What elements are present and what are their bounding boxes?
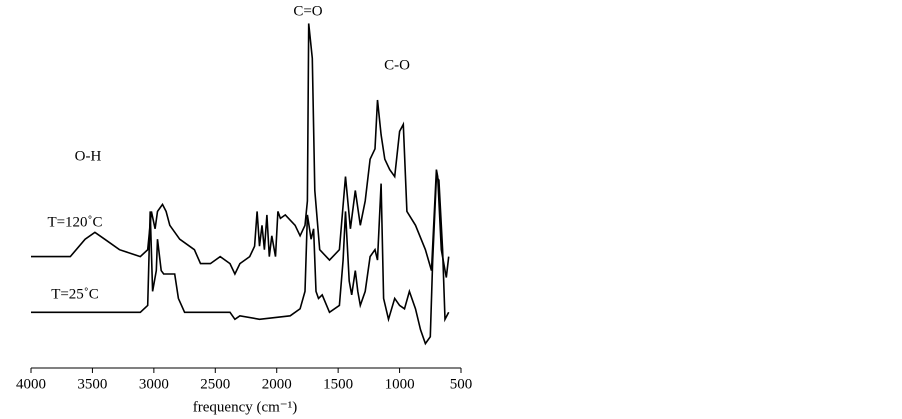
spectrum-line: [31, 174, 450, 346]
x-tick-label: 1000: [385, 376, 415, 392]
annotation: C-O: [384, 57, 410, 73]
x-tick-label: 2000: [262, 376, 292, 392]
x-tick-label: 500: [450, 376, 473, 392]
x-tick-label: 2500: [200, 376, 230, 392]
annotation: C=O: [293, 3, 322, 19]
spectrum-line: [31, 23, 450, 278]
annotation: O-H: [75, 148, 102, 164]
series-label: T=120˚C: [47, 214, 102, 230]
x-tick-label: 4000: [16, 376, 46, 392]
x-axis-label: frequency (cm⁻¹): [193, 399, 297, 415]
x-tick-label: 3000: [139, 376, 169, 392]
series-label: T=25˚C: [51, 286, 99, 302]
x-tick-label: 3500: [77, 376, 107, 392]
x-tick-label: 1500: [323, 376, 353, 392]
